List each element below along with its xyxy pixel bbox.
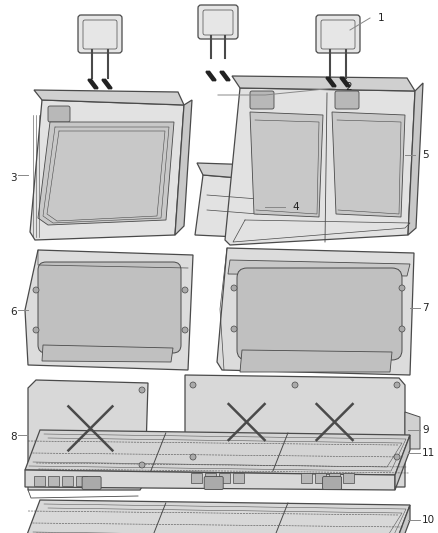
Text: 2: 2 — [345, 82, 352, 92]
Polygon shape — [225, 88, 415, 245]
Text: 3: 3 — [10, 173, 17, 183]
Polygon shape — [395, 505, 410, 533]
FancyBboxPatch shape — [335, 91, 359, 109]
Circle shape — [190, 454, 196, 460]
Circle shape — [182, 287, 188, 293]
Polygon shape — [195, 175, 263, 238]
Text: 11: 11 — [422, 448, 435, 458]
Text: 9: 9 — [422, 425, 429, 435]
Circle shape — [399, 326, 405, 332]
Polygon shape — [38, 122, 174, 225]
FancyBboxPatch shape — [82, 477, 101, 489]
Polygon shape — [250, 112, 323, 217]
Polygon shape — [25, 430, 410, 475]
Polygon shape — [42, 345, 173, 362]
Polygon shape — [34, 476, 45, 486]
Polygon shape — [48, 476, 59, 486]
Polygon shape — [197, 163, 263, 180]
FancyBboxPatch shape — [198, 5, 238, 39]
Polygon shape — [240, 350, 392, 372]
FancyBboxPatch shape — [48, 106, 70, 122]
Circle shape — [139, 387, 145, 393]
Polygon shape — [405, 412, 420, 449]
Circle shape — [190, 382, 196, 388]
Text: 8: 8 — [10, 432, 17, 442]
Polygon shape — [25, 500, 410, 533]
Polygon shape — [228, 260, 410, 276]
FancyBboxPatch shape — [78, 15, 122, 53]
Circle shape — [139, 462, 145, 468]
Circle shape — [292, 382, 298, 388]
Polygon shape — [34, 90, 184, 105]
Text: 5: 5 — [422, 150, 429, 160]
Polygon shape — [219, 473, 230, 483]
Polygon shape — [301, 473, 312, 483]
Polygon shape — [191, 473, 202, 483]
Text: 10: 10 — [422, 515, 435, 525]
Text: 6: 6 — [10, 307, 17, 317]
Polygon shape — [185, 375, 405, 487]
Circle shape — [399, 285, 405, 291]
FancyBboxPatch shape — [38, 262, 181, 353]
Circle shape — [231, 285, 237, 291]
Polygon shape — [408, 83, 423, 235]
Circle shape — [231, 326, 237, 332]
Polygon shape — [232, 76, 415, 91]
Polygon shape — [395, 435, 410, 490]
Polygon shape — [28, 380, 148, 490]
Circle shape — [33, 287, 39, 293]
Text: 7: 7 — [422, 303, 429, 313]
FancyBboxPatch shape — [250, 91, 274, 109]
Polygon shape — [343, 473, 354, 483]
Text: 1: 1 — [378, 13, 385, 23]
Polygon shape — [315, 473, 326, 483]
Polygon shape — [25, 250, 193, 370]
Polygon shape — [217, 248, 414, 375]
Polygon shape — [233, 473, 244, 483]
Circle shape — [182, 327, 188, 333]
Polygon shape — [62, 476, 73, 486]
Polygon shape — [25, 470, 395, 490]
Polygon shape — [76, 476, 87, 486]
Polygon shape — [332, 112, 405, 217]
Polygon shape — [175, 100, 192, 235]
FancyBboxPatch shape — [237, 268, 402, 360]
Text: 4: 4 — [292, 202, 299, 212]
Circle shape — [394, 454, 400, 460]
Polygon shape — [30, 100, 184, 240]
FancyBboxPatch shape — [323, 477, 342, 489]
Polygon shape — [329, 473, 340, 483]
FancyBboxPatch shape — [316, 15, 360, 53]
Polygon shape — [205, 473, 216, 483]
FancyBboxPatch shape — [204, 477, 223, 489]
Circle shape — [33, 327, 39, 333]
Circle shape — [394, 382, 400, 388]
